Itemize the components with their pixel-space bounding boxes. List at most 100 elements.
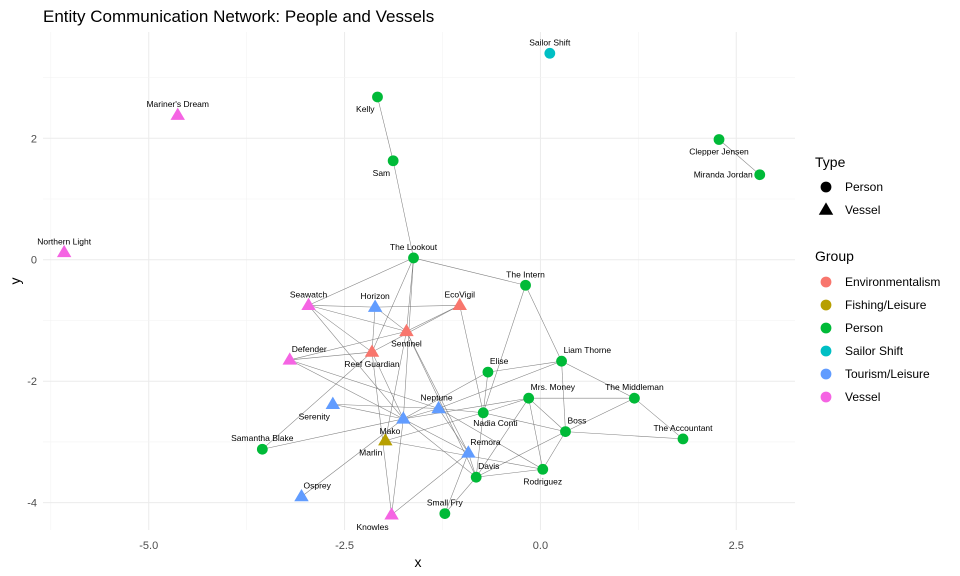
edge-line: [565, 431, 684, 440]
node-label: Defender: [292, 344, 327, 354]
person-node: [537, 463, 549, 475]
edge-line: [289, 331, 407, 361]
node-label: Sentinel: [391, 338, 422, 348]
person-node: [556, 355, 567, 367]
edge-line: [403, 418, 477, 478]
legend-group-label: Environmentalism: [845, 275, 940, 289]
edge-line: [438, 360, 562, 409]
legend-type-key: [820, 181, 832, 193]
edge-line: [718, 139, 760, 175]
vessel-node: [384, 507, 399, 520]
node-label: Seawatch: [290, 289, 328, 299]
vessel-node: [461, 445, 476, 458]
edge-line: [438, 408, 543, 470]
legend-group-label: Person: [845, 321, 883, 335]
edge-line: [565, 397, 635, 432]
node-label: Samantha Blake: [231, 433, 294, 443]
edge-line: [308, 305, 404, 420]
edge-line: [634, 398, 684, 440]
node-label: Liam Thorne: [564, 345, 612, 355]
legend-group-key: [820, 391, 832, 403]
person-node: [560, 426, 571, 438]
legend-group-label: Vessel: [845, 390, 880, 404]
node-label: Elise: [490, 356, 509, 366]
vessel-node: [364, 344, 380, 357]
node-label: The Lookout: [390, 242, 438, 252]
edge-line: [528, 398, 544, 470]
edge-line: [391, 452, 469, 516]
edge-line: [391, 418, 404, 515]
legend-type-title: Type: [815, 154, 846, 170]
edge-line: [482, 372, 489, 413]
edge-line: [403, 418, 469, 454]
edge-line: [308, 305, 376, 308]
person-node: [629, 392, 640, 404]
y-tick-label: 2: [31, 133, 37, 145]
x-tick-label: 0.0: [533, 540, 548, 552]
person-node: [387, 155, 399, 167]
legend-type-label: Vessel: [845, 203, 880, 217]
node-label: Small Fry: [427, 498, 464, 508]
person-node: [470, 471, 482, 483]
edge-line: [403, 408, 439, 420]
edge-line: [289, 359, 439, 409]
vessel-node: [431, 400, 446, 414]
edge-line: [406, 257, 414, 332]
chart-title: Entity Communication Network: People and…: [43, 7, 434, 26]
node-label: The Intern: [506, 269, 545, 279]
edge-line: [308, 257, 414, 306]
edge-line: [406, 305, 460, 332]
edge-line: [385, 331, 407, 441]
node-label: Horizon: [360, 291, 390, 301]
node-label: Remora: [470, 437, 501, 447]
x-axis-title: x: [415, 554, 422, 570]
node-label: Sailor Shift: [529, 37, 571, 47]
x-tick-label: 2.5: [729, 540, 744, 552]
node-label: Miranda Jordan: [694, 170, 753, 180]
person-node: [523, 392, 535, 404]
legend-group-key: [820, 299, 832, 311]
legend-group-title: Group: [815, 248, 854, 264]
node-label: Osprey: [304, 481, 332, 491]
node-label: Boss: [567, 416, 586, 426]
person-node: [256, 443, 268, 455]
vessel-node: [56, 244, 72, 258]
edge-line: [487, 360, 562, 373]
edge-line: [403, 397, 529, 420]
person-node: [477, 407, 489, 419]
node-label: Davis: [478, 461, 499, 471]
edge-line: [375, 305, 460, 308]
legend-type-label: Person: [845, 180, 883, 194]
edge-line: [289, 351, 373, 361]
person-node: [439, 508, 451, 520]
vessel-node: [367, 299, 383, 312]
edge-line: [413, 257, 526, 286]
edge-line: [371, 305, 460, 353]
edge-line: [371, 351, 404, 419]
edge-line: [483, 412, 566, 432]
y-axis-title: y: [7, 278, 23, 285]
edge-line: [371, 352, 392, 515]
node-label: Northern Light: [37, 236, 92, 246]
edge-line: [476, 468, 543, 478]
nodes: [56, 47, 766, 520]
node-label: Marlin: [359, 448, 382, 458]
edge-line: [561, 360, 635, 399]
y-tick-label: 0: [31, 255, 37, 267]
y-tick-label: -2: [27, 376, 37, 388]
edge-line: [301, 418, 404, 497]
node-label: Clepper Jensen: [689, 146, 749, 156]
node-label: Rodriguez: [523, 476, 562, 486]
edge-line: [332, 404, 439, 409]
vessel-node: [294, 488, 309, 502]
vessel-node: [378, 433, 393, 446]
legend-type-key: [818, 202, 834, 215]
vessel-node: [282, 352, 297, 365]
edge-line: [403, 371, 489, 420]
node-label: Kelly: [356, 104, 375, 114]
vessel-node: [301, 297, 316, 311]
legend-group-key: [820, 345, 832, 357]
node-label: EcoVigil: [444, 289, 475, 299]
edge-line: [289, 359, 404, 420]
node-label: Knowles: [356, 522, 388, 532]
